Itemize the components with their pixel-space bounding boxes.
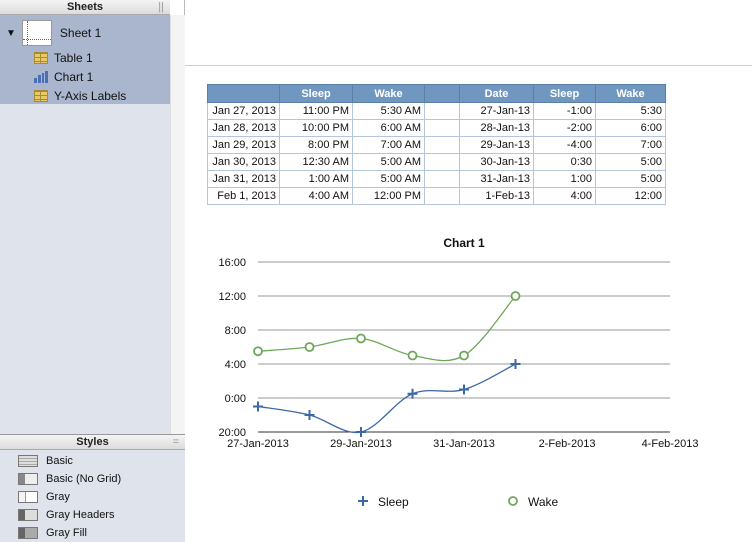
style-swatch-icon (18, 527, 38, 539)
table-cell[interactable]: 6:00 AM (352, 119, 425, 137)
data-point-wake (407, 350, 418, 361)
y-tick-label: 8:00 (225, 325, 246, 337)
column-header[interactable]: Wake (595, 84, 666, 103)
styles-title: Styles (76, 436, 109, 448)
table-cell[interactable]: 31-Jan-13 (459, 170, 534, 188)
column-header[interactable]: Wake (352, 84, 425, 103)
series-line-wake (257, 295, 516, 362)
table-cell[interactable]: 12:30 AM (279, 153, 353, 171)
style-gray-fill[interactable]: Gray Fill (18, 527, 87, 539)
sheet-thumbnail-icon (21, 20, 52, 46)
column-header[interactable]: Date (459, 84, 534, 103)
table-cell[interactable]: Jan 30, 2013 (207, 153, 280, 171)
table-icon (34, 90, 48, 102)
table-cell[interactable]: 12:00 (595, 187, 666, 205)
style-basic[interactable]: Basic (18, 455, 73, 467)
table-cell[interactable]: 10:00 PM (279, 119, 353, 137)
x-tick-label: 4-Feb-2013 (642, 438, 699, 450)
item-label: Chart 1 (54, 70, 94, 84)
styles-header: Styles = (0, 435, 185, 450)
data-point-sleep (304, 410, 315, 420)
table-cell[interactable]: 12:00 PM (352, 187, 425, 205)
y-tick-label: 0:00 (225, 393, 246, 405)
style-swatch-icon (18, 473, 38, 485)
style-label: Gray Fill (46, 527, 87, 539)
sidebar-item-table-1[interactable]: Table 1 (34, 51, 93, 65)
data-point-wake (356, 333, 366, 344)
table-cell[interactable]: 4:00 AM (279, 187, 353, 205)
canvas-header-area (185, 0, 752, 66)
style-gray-headers[interactable]: Gray Headers (18, 509, 114, 521)
sidebar-item-y-axis-labels[interactable]: Y-Axis Labels (34, 89, 126, 103)
data-point-wake (304, 342, 315, 352)
table-cell[interactable]: 1:00 AM (279, 170, 353, 188)
legend-circle-icon (508, 496, 518, 506)
sheets-scrollbar[interactable] (170, 15, 185, 434)
x-tick-label: 27-Jan-2013 (227, 438, 289, 450)
legend-label: Wake (528, 495, 559, 509)
style-label: Basic (No Grid) (46, 473, 122, 485)
table-1[interactable]: Sleep Wake Date Sleep Wake Jan 27, 2013 11:00… (207, 84, 666, 205)
chart-icon (34, 71, 48, 83)
sidebar: Sheets || ▼ Sheet 1 Table 1 Chart 1 Y-Axis… (0, 0, 185, 542)
sheet-item[interactable]: ▼ Sheet 1 (6, 20, 101, 46)
sheet-label: Sheet 1 (59, 26, 102, 40)
data-point-sleep (407, 388, 418, 399)
data-point-wake (510, 291, 521, 301)
resize-grip-icon[interactable]: || (158, 1, 164, 13)
legend-label: Sleep (378, 495, 409, 509)
table-cell[interactable]: 4:00 (533, 187, 596, 205)
y-tick-label: 16:00 (218, 257, 246, 269)
data-point-wake (253, 346, 263, 357)
y-tick-label: 4:00 (225, 359, 246, 371)
table-cell[interactable]: 28-Jan-13 (459, 119, 534, 137)
item-label: Y-Axis Labels (54, 89, 127, 103)
resize-grip-icon[interactable]: = (172, 436, 179, 448)
style-basic-no-grid[interactable]: Basic (No Grid) (18, 473, 121, 485)
table-cell[interactable]: Jan 31, 2013 (207, 170, 280, 188)
styles-panel: Styles = Basic Basic (No Grid) Gray Gray … (0, 434, 185, 542)
table-cell[interactable]: -4:00 (533, 136, 596, 154)
table-row: Feb 1, 2013 4:00 AM 12:00 PM 1-Feb-13 4:00 12… (207, 187, 666, 205)
data-point-wake (459, 350, 469, 361)
table-header-row: Sleep Wake Date Sleep Wake (207, 84, 666, 103)
table-cell[interactable]: 7:00 AM (352, 136, 425, 154)
y-tick-label: 12:00 (218, 291, 246, 303)
table-icon (34, 52, 48, 64)
x-tick-label: 29-Jan-2013 (330, 438, 392, 450)
x-tick-label: 31-Jan-2013 (433, 438, 495, 450)
item-label: Table 1 (54, 51, 93, 65)
table-cell[interactable]: 29-Jan-13 (459, 136, 534, 154)
style-gray[interactable]: Gray (18, 491, 70, 503)
sidebar-item-chart-1[interactable]: Chart 1 (34, 70, 93, 84)
style-swatch-icon (18, 491, 38, 503)
chart-title: Chart 1 (443, 236, 485, 250)
sheets-header: Sheets || (0, 0, 170, 15)
style-swatch-icon (18, 455, 38, 467)
data-point-sleep (253, 401, 263, 412)
table-cell[interactable]: Feb 1, 2013 (207, 187, 280, 205)
data-point-sleep (510, 359, 521, 369)
table-cell[interactable]: 1-Feb-13 (459, 187, 534, 205)
sheets-panel: Sheets || ▼ Sheet 1 Table 1 Chart 1 Y-Axis… (0, 0, 170, 434)
sheets-title: Sheets (66, 1, 104, 13)
style-label: Basic (46, 455, 73, 467)
x-tick-label: 2-Feb-2013 (539, 438, 596, 450)
column-header[interactable]: Sleep (533, 84, 596, 103)
style-swatch-icon (18, 509, 38, 521)
column-header[interactable]: Sleep (279, 84, 353, 103)
data-point-sleep (356, 427, 366, 437)
table-cell[interactable]: Jan 29, 2013 (207, 136, 280, 154)
style-label: Gray Headers (46, 509, 115, 521)
table-row: Jan 29, 2013 8:00 PM 7:00 AM 29-Jan-13 -4:00… (207, 136, 666, 154)
legend-plus-icon (358, 496, 368, 506)
data-point-sleep (459, 384, 469, 395)
y-tick-label: 20:00 (218, 427, 246, 439)
style-label: Gray (46, 491, 70, 503)
table-cell[interactable]: 5:00 AM (352, 153, 425, 171)
disclosure-triangle-icon[interactable]: ▼ (6, 27, 16, 39)
